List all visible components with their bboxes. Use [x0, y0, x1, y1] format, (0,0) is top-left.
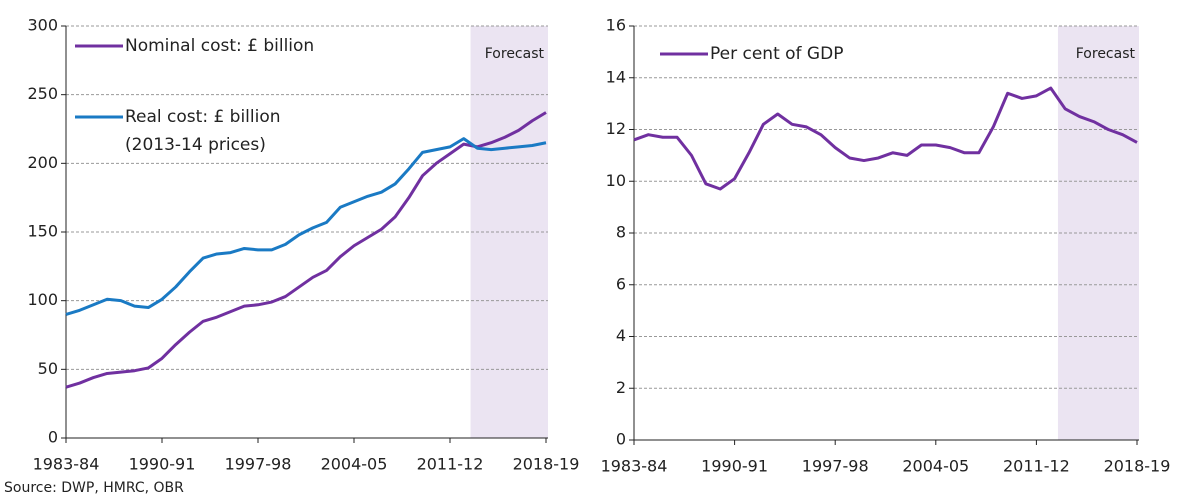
y-tick-label: 14 — [606, 67, 626, 86]
series-line — [633, 86, 1138, 191]
series-line — [65, 137, 547, 316]
x-tick-label: 1990-91 — [701, 457, 768, 476]
x-tick-label: 1983-84 — [33, 455, 100, 474]
y-tick-label: 250 — [27, 84, 58, 103]
y-tick-label: 8 — [616, 223, 626, 242]
x-tick-label: 2011-12 — [417, 455, 484, 474]
y-tick-label: 6 — [616, 274, 626, 293]
x-tick-label: 2004-05 — [321, 455, 388, 474]
source-note: Source: DWP, HMRC, OBR — [4, 480, 184, 496]
y-tick-label: 200 — [27, 153, 58, 172]
y-tick-label: 50 — [38, 359, 58, 378]
legend-label: Real cost: £ billion (2013-14 prices) — [125, 107, 281, 155]
forecast-label: Forecast — [485, 46, 545, 62]
x-tick-label: 2011-12 — [1003, 457, 1070, 476]
y-tick-label: 16 — [606, 16, 626, 35]
y-tick-label: 100 — [27, 290, 58, 309]
y-tick-label: 12 — [606, 119, 626, 138]
forecast-label: Forecast — [1076, 46, 1136, 62]
x-tick-label: 1997-98 — [225, 455, 292, 474]
y-tick-label: 0 — [616, 430, 626, 449]
x-tick-label: 1983-84 — [601, 457, 668, 476]
y-tick-label: 300 — [27, 16, 58, 35]
series-line — [65, 111, 547, 389]
x-tick-label: 2004-05 — [902, 457, 969, 476]
y-tick-label: 0 — [48, 428, 58, 447]
x-tick-label: 1997-98 — [802, 457, 869, 476]
y-tick-label: 2 — [616, 378, 626, 397]
y-tick-label: 10 — [606, 171, 626, 190]
x-tick-label: 2018-19 — [513, 455, 580, 474]
y-tick-label: 150 — [27, 222, 58, 241]
x-tick-label: 1990-91 — [129, 455, 196, 474]
legend-label: Nominal cost: £ billion — [125, 36, 315, 56]
x-tick-label: 2018-19 — [1104, 457, 1171, 476]
legend-label: Per cent of GDP — [710, 44, 844, 64]
y-tick-label: 4 — [616, 326, 626, 345]
